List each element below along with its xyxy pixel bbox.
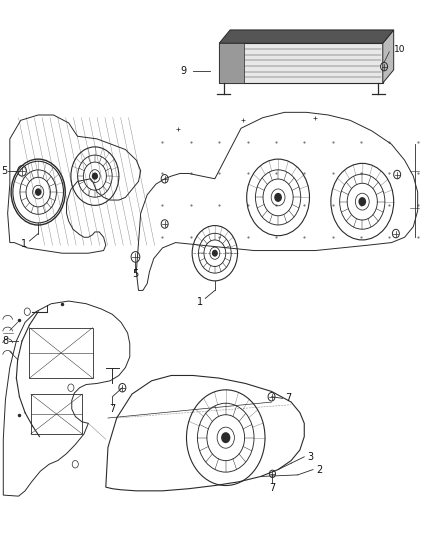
Circle shape	[275, 193, 281, 201]
Text: 9: 9	[180, 66, 187, 76]
Text: 7: 7	[286, 393, 292, 403]
Circle shape	[222, 433, 230, 442]
Text: 7: 7	[269, 483, 276, 493]
Text: 8: 8	[2, 336, 8, 346]
Bar	[31, 394, 82, 434]
Text: 2: 2	[317, 465, 323, 474]
Circle shape	[92, 173, 97, 179]
Text: 3: 3	[308, 452, 314, 462]
Text: 1: 1	[21, 239, 27, 249]
Bar	[219, 43, 244, 83]
Text: 5: 5	[132, 270, 138, 279]
Polygon shape	[219, 30, 394, 43]
Text: 10: 10	[394, 45, 405, 54]
Text: 5: 5	[1, 166, 8, 176]
Text: 7: 7	[109, 404, 116, 414]
Bar	[29, 328, 93, 378]
Bar	[219, 43, 383, 83]
Circle shape	[212, 251, 217, 256]
Circle shape	[35, 189, 41, 195]
Polygon shape	[383, 30, 394, 83]
Text: 1: 1	[197, 297, 203, 307]
Circle shape	[359, 198, 365, 205]
